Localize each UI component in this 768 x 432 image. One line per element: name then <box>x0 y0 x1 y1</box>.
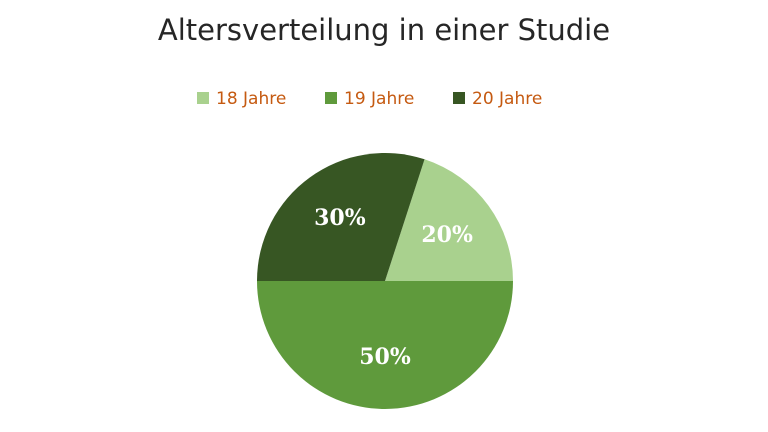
legend-swatch <box>197 92 209 104</box>
data-label: 50% <box>359 344 411 370</box>
legend-swatch <box>325 92 337 104</box>
legend-label: 19 Jahre <box>344 89 414 109</box>
legend-label: 20 Jahre <box>472 89 542 109</box>
legend-swatch <box>453 92 465 104</box>
data-label: 30% <box>314 205 366 231</box>
pie-slice <box>385 159 513 281</box>
chart-title: Altersverteilung in einer Studie <box>158 13 610 47</box>
legend-label: 18 Jahre <box>216 89 286 109</box>
pie-slice <box>257 281 513 409</box>
pie-slice <box>257 152 425 281</box>
data-label: 20% <box>421 222 473 248</box>
